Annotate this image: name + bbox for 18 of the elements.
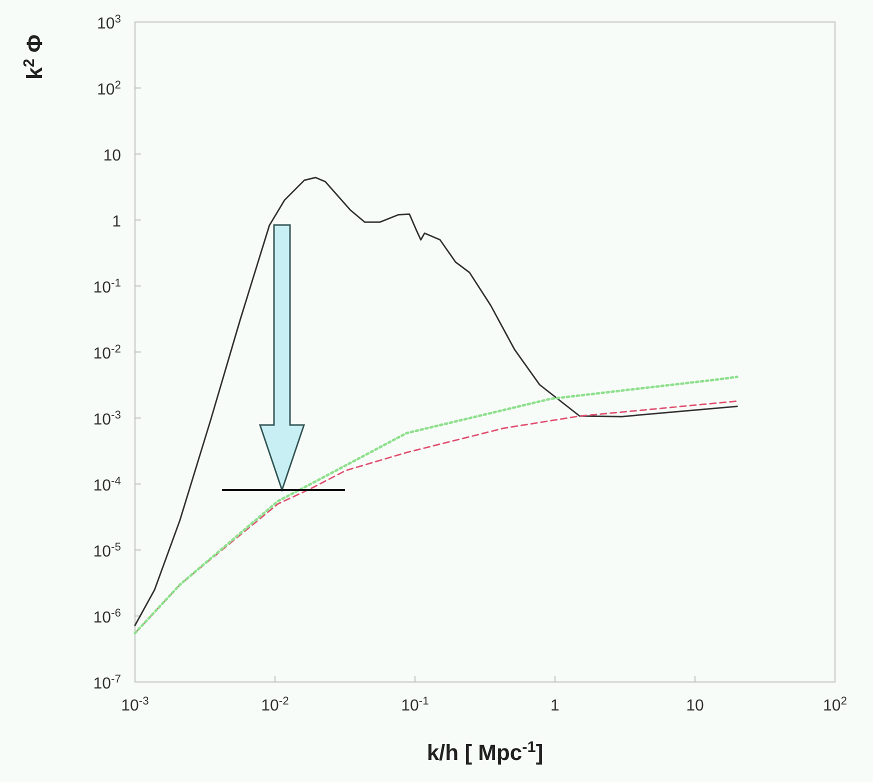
y-tick-label: 10$^{2}$ bbox=[96, 79, 121, 98]
x-tick-label: 10 bbox=[686, 697, 704, 714]
y-tick-label: 10 bbox=[103, 147, 122, 164]
y-tick-label: 10$^{-4}$ bbox=[93, 475, 121, 494]
y-tick-label: 1 bbox=[112, 213, 122, 230]
x-axis-title: k/h [ Mpc$^{-1}$] bbox=[426, 738, 544, 765]
x-tick-label: 10$^{-2}$ bbox=[261, 695, 289, 714]
x-tick-label: 10$^{-3}$ bbox=[121, 695, 149, 714]
y-tick-label: 10$^{-2}$ bbox=[93, 343, 121, 362]
y-tick-label: 10$^{-6}$ bbox=[93, 607, 121, 626]
x-tick-label: 1 bbox=[550, 697, 560, 714]
y-tick-label: 10$^{-7}$ bbox=[93, 673, 121, 692]
y-tick-label: 10$^{-3}$ bbox=[93, 409, 121, 428]
x-tick-label: 10$^{-1}$ bbox=[401, 695, 429, 714]
y-tick-label: 10$^{-1}$ bbox=[93, 277, 121, 296]
y-tick-label: 10$^{-5}$ bbox=[93, 541, 121, 560]
y-tick-label: 10$^{3}$ bbox=[96, 13, 121, 32]
x-tick-label: 10$^{2}$ bbox=[822, 695, 848, 714]
